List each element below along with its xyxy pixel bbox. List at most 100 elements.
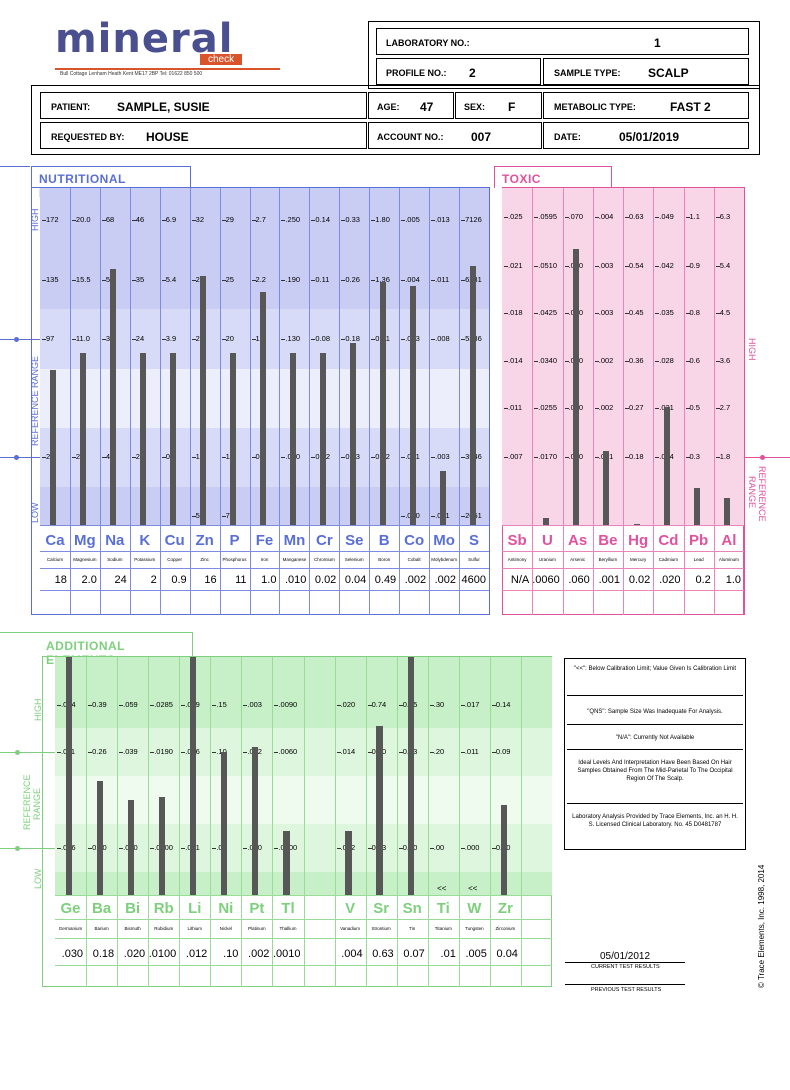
toxic-bar — [603, 450, 610, 525]
toxic-row-line — [502, 525, 744, 526]
nutritional-bar — [170, 353, 177, 525]
toxic-tick — [685, 408, 690, 409]
nutritional-tick — [341, 220, 346, 221]
nutritional-scale-value: 5 — [195, 511, 200, 520]
nutritional-scale-value: 7126 — [465, 215, 482, 224]
additional-result: .0100 — [148, 948, 177, 960]
additional-bar — [159, 797, 166, 895]
date-value: 05/01/2019 — [619, 130, 680, 144]
nutritional-name: Manganese — [282, 557, 307, 562]
additional-result: 0.04 — [496, 948, 518, 960]
nutritional-scale-value: 172 — [46, 215, 59, 224]
tox-range-label: RANGE — [747, 476, 757, 509]
nutritional-tick — [161, 339, 166, 340]
profile-value: 2 — [469, 66, 476, 80]
nutritional-result: 0.49 — [374, 574, 397, 586]
additional-tick — [181, 752, 186, 753]
additional-col-line — [520, 657, 522, 987]
header-box-top — [368, 21, 760, 89]
nutritional-tick — [461, 339, 466, 340]
nutritional-col-line — [459, 188, 461, 615]
toxic-name: Lead — [693, 557, 704, 562]
nutritional-symbol: K — [139, 532, 151, 549]
nutritional-tick — [281, 280, 286, 281]
nutritional-scale-value: .003 — [435, 452, 450, 461]
toxic-symbol: Al — [721, 532, 737, 549]
nutritional-result: 4600 — [461, 574, 486, 586]
toxic-col-line — [683, 188, 685, 615]
nutritional-bar — [140, 353, 147, 525]
toxic-tick — [625, 266, 629, 267]
toxic-result: 0.02 — [628, 574, 651, 586]
toxic-col-line — [592, 188, 594, 615]
additional-tick — [181, 848, 186, 849]
date-label: DATE: — [554, 132, 581, 142]
toxic-scale-value: .0340 — [538, 356, 558, 365]
toxic-name: Arsenic — [570, 557, 586, 562]
toxic-scale-value: 0.63 — [629, 212, 644, 221]
nutritional-tick — [251, 339, 256, 340]
nutritional-tick — [341, 457, 346, 458]
toxic-symbol: U — [541, 532, 553, 549]
additional-tick — [57, 705, 61, 706]
nutritional-symbol: B — [378, 532, 390, 549]
additional-result: .01 — [440, 948, 456, 960]
account-label: ACCOUNT NO.: — [377, 132, 444, 142]
nutritional-result: 0.02 — [314, 574, 337, 586]
toxic-scale-value: 1.1 — [689, 212, 700, 221]
nutritional-scale-value: .011 — [435, 275, 450, 284]
additional-name: Germanium — [58, 926, 83, 931]
toxic-tick — [685, 313, 690, 314]
add-high-label: HIGH — [33, 698, 43, 722]
nutritional-scale-value: 2.7 — [255, 215, 266, 224]
toxic-tick — [564, 313, 569, 314]
requested-value: HOUSE — [146, 130, 189, 144]
nutritional-tick — [42, 220, 46, 221]
lab-no-box: LABORATORY NO.: 1 — [376, 28, 749, 55]
toxic-tick — [715, 217, 720, 218]
nutritional-scale-value: 2.2 — [255, 275, 266, 284]
additional-bar — [500, 804, 507, 895]
additional-col-line — [365, 657, 367, 987]
nutritional-tick — [191, 220, 196, 221]
nutritional-tick — [221, 280, 226, 281]
nutritional-name: Sulfur — [468, 557, 480, 562]
nutritional-scale-value: 3.9 — [165, 334, 177, 343]
nutritional-tick — [191, 457, 196, 458]
nutritional-scale-value: 25 — [225, 275, 234, 284]
nutritional-tick — [131, 457, 136, 458]
age-label: AGE: — [377, 102, 400, 112]
nutritional-tick — [221, 339, 226, 340]
additional-scale-value: .011 — [464, 747, 479, 756]
nutritional-tick — [371, 280, 376, 281]
nutritional-tick — [251, 457, 256, 458]
nutritional-bar — [349, 343, 356, 525]
nutritional-tick — [42, 280, 46, 281]
toxic-tick — [564, 457, 569, 458]
nutritional-tick — [461, 516, 466, 517]
toxic-result: .0060 — [532, 574, 560, 586]
requested-label: REQUESTED BY: — [51, 132, 125, 142]
additional-below-limit: << — [468, 884, 478, 893]
additional-symbol: V — [345, 900, 356, 917]
header-box-bottom — [31, 85, 760, 155]
nutritional-col-line — [399, 188, 401, 615]
nutritional-scale-value: 0.11 — [315, 275, 330, 284]
nutritional-symbol: P — [229, 532, 240, 549]
toxic-tick — [504, 408, 508, 409]
note-1: "<<": Below Calibration Limit; Value Giv… — [573, 666, 737, 672]
toxic-tick — [594, 408, 599, 409]
additional-tick — [57, 752, 61, 753]
nutritional-bar — [439, 471, 446, 525]
additional-tick — [88, 848, 93, 849]
nutritional-symbol: Na — [105, 532, 125, 549]
nutritional-symbol: Fe — [255, 532, 274, 549]
toxic-scale-value: .0595 — [538, 212, 558, 221]
toxic-scale-value: .004 — [598, 212, 614, 221]
toxic-scale-value: 2.7 — [719, 403, 731, 412]
nutritional-scale-value: 27 — [196, 275, 204, 284]
nutritional-name: Magnesium — [73, 557, 97, 562]
additional-col-line — [489, 657, 491, 987]
additional-bar — [283, 830, 290, 895]
nutritional-tick — [161, 220, 166, 221]
